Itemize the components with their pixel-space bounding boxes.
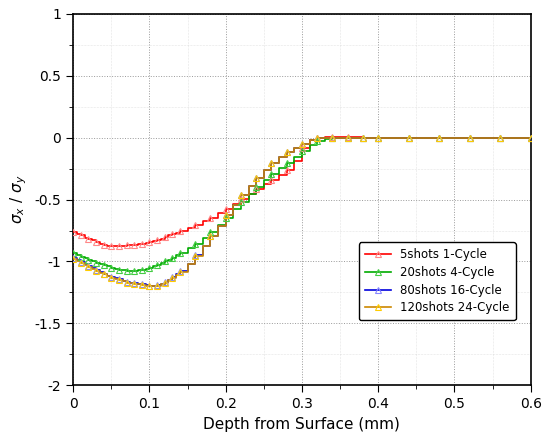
Y-axis label: $\sigma_x\ /\ \sigma_y$: $\sigma_x\ /\ \sigma_y$ [8,175,29,224]
X-axis label: Depth from Surface (mm): Depth from Surface (mm) [204,417,400,432]
Legend: 5shots 1-Cycle, 20shots 4-Cycle, 80shots 16-Cycle, 120shots 24-Cycle: 5shots 1-Cycle, 20shots 4-Cycle, 80shots… [359,242,515,320]
